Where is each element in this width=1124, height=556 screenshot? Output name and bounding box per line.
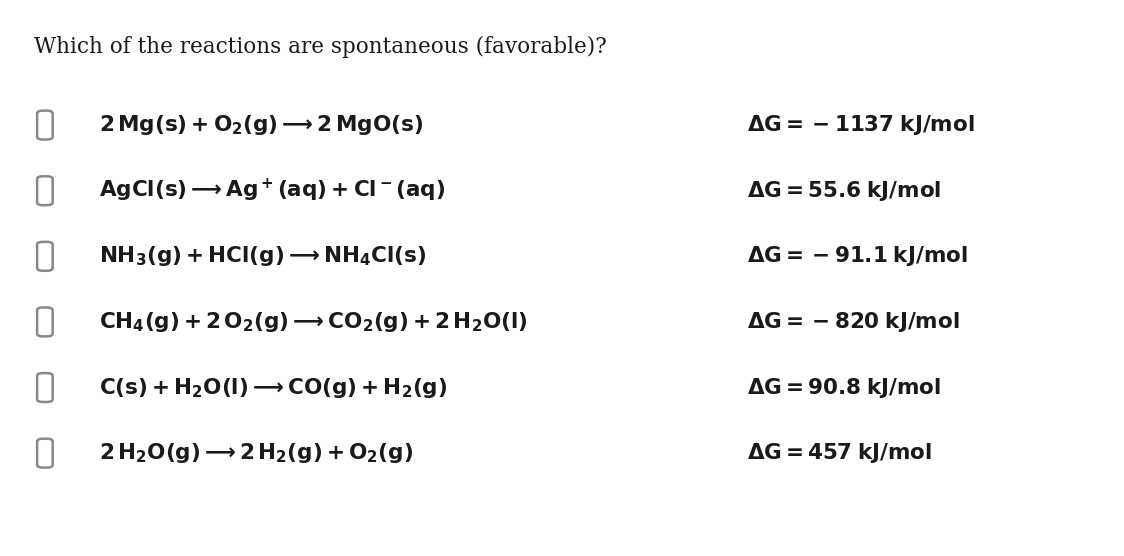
FancyBboxPatch shape: [37, 111, 53, 140]
FancyBboxPatch shape: [37, 307, 53, 336]
Text: $\mathbf{2\,Mg(s) + O_2(g) \longrightarrow 2\,MgO(s)}$: $\mathbf{2\,Mg(s) + O_2(g) \longrightarr…: [99, 113, 423, 137]
FancyBboxPatch shape: [37, 439, 53, 468]
Text: Which of the reactions are spontaneous (favorable)?: Which of the reactions are spontaneous (…: [34, 36, 607, 58]
FancyBboxPatch shape: [37, 373, 53, 402]
Text: $\mathbf{\Delta}\mathbf{G = -1137\;kJ/mol}$: $\mathbf{\Delta}\mathbf{G = -1137\;kJ/mo…: [747, 113, 975, 137]
FancyBboxPatch shape: [37, 242, 53, 271]
Text: $\mathbf{\Delta G = 90.8\;kJ/mol}$: $\mathbf{\Delta G = 90.8\;kJ/mol}$: [747, 375, 942, 400]
Text: $\mathbf{C(s) + H_2O(l) \longrightarrow CO(g) + H_2(g)}$: $\mathbf{C(s) + H_2O(l) \longrightarrow …: [99, 375, 447, 400]
Text: $\mathbf{CH_4(g) + 2\,O_2(g) \longrightarrow CO_2(g) + 2\,H_2O(l)}$: $\mathbf{CH_4(g) + 2\,O_2(g) \longrighta…: [99, 310, 527, 334]
Text: $\mathbf{NH_3(g)+HCl(g) \longrightarrow NH_4Cl(s)}$: $\mathbf{NH_3(g)+HCl(g) \longrightarrow …: [99, 244, 426, 269]
Text: $\mathbf{\Delta G = -820\;kJ/mol}$: $\mathbf{\Delta G = -820\;kJ/mol}$: [747, 310, 960, 334]
Text: $\mathbf{\Delta G = 55.6\;kJ/mol}$: $\mathbf{\Delta G = 55.6\;kJ/mol}$: [747, 178, 942, 203]
Text: $\mathbf{AgCl(s) \longrightarrow Ag^+(aq) + Cl^-(aq)}$: $\mathbf{AgCl(s) \longrightarrow Ag^+(aq…: [99, 177, 445, 205]
Text: $\mathbf{\Delta G = -91.1\;kJ/mol}$: $\mathbf{\Delta G = -91.1\;kJ/mol}$: [747, 244, 968, 269]
FancyBboxPatch shape: [37, 176, 53, 205]
Text: $\mathbf{2\,H_2O(g) \longrightarrow 2\,H_2(g) + O_2(g)}$: $\mathbf{2\,H_2O(g) \longrightarrow 2\,H…: [99, 441, 414, 465]
Text: $\mathbf{\Delta G = 457\;kJ/mol}$: $\mathbf{\Delta G = 457\;kJ/mol}$: [747, 441, 933, 465]
